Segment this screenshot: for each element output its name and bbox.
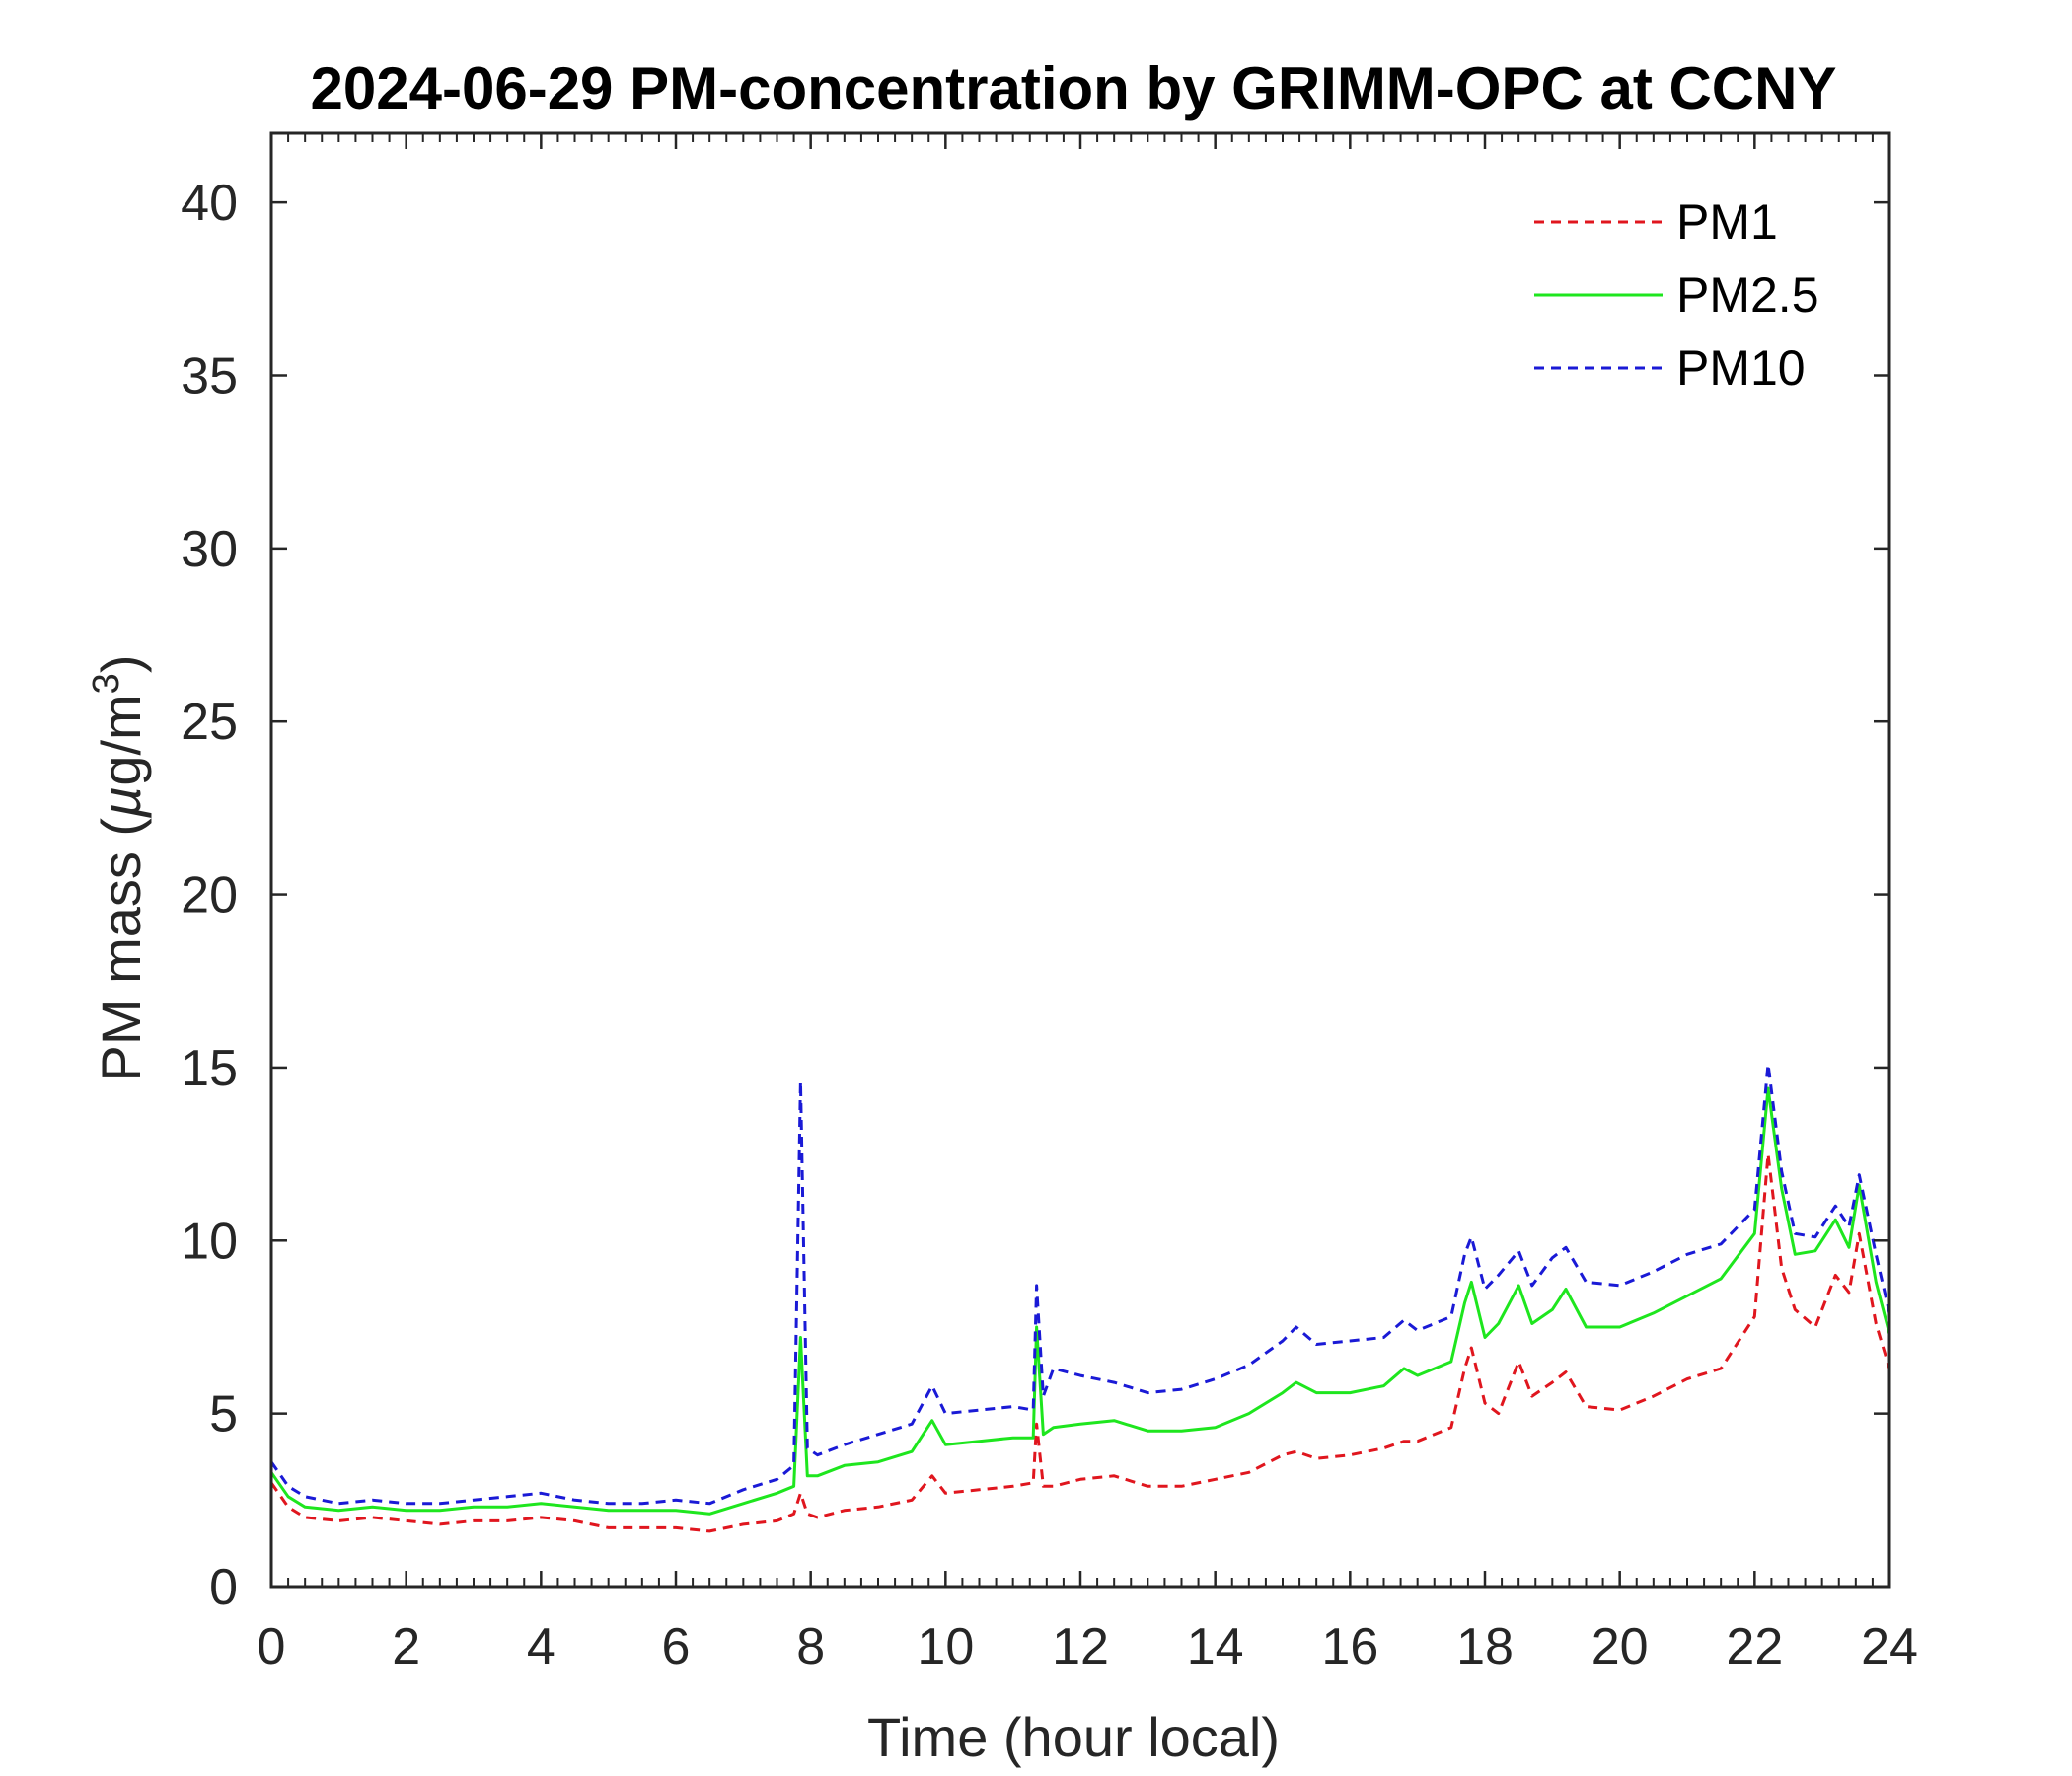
plot-frame (269, 131, 1891, 1589)
series-line-pm1 (271, 1152, 1889, 1533)
x-tick-label: 6 (662, 1618, 691, 1675)
x-tick-label: 14 (1187, 1618, 1244, 1675)
x-axis-label: Time (hour local) (867, 1706, 1280, 1768)
x-tick-label: 2 (392, 1618, 420, 1675)
series-line-pm2-5 (271, 1086, 1889, 1516)
y-axis-label-close: ) (90, 655, 152, 674)
legend-label: PM2.5 (1676, 267, 1819, 323)
y-tick-label: 40 (181, 175, 238, 232)
x-tick-label: 16 (1321, 1618, 1378, 1675)
y-axis-label: PM mass (µg/m3) (86, 655, 152, 1082)
x-tick-label: 10 (917, 1618, 974, 1675)
x-tick-label: 22 (1726, 1618, 1783, 1675)
y-tick-label: 35 (181, 348, 238, 406)
y-axis-label-main: PM mass ( (90, 818, 152, 1082)
x-tick-labels: 0 2 4 6 8 10 12 14 16 18 20 22 24 (258, 1618, 1918, 1675)
y-tick-label: 15 (181, 1040, 238, 1097)
chart-title: 2024-06-29 PM-concentration by GRIMM-OPC… (311, 55, 1837, 121)
legend: PM1 PM2.5 PM10 (1534, 194, 1819, 396)
x-tick-label: 12 (1052, 1618, 1109, 1675)
ticks-layer (269, 133, 1891, 1589)
x-tick-label: 4 (527, 1618, 555, 1675)
y-tick-label: 10 (181, 1213, 238, 1270)
y-axis-label-mu: µ (90, 786, 152, 819)
y-tick-label: 20 (181, 867, 238, 925)
y-tick-label: 30 (181, 521, 238, 578)
y-tick-label: 0 (209, 1559, 238, 1616)
series-line-pm10 (271, 1062, 1889, 1506)
x-tick-label: 8 (796, 1618, 825, 1675)
series-layer (271, 1062, 1889, 1533)
y-axis-label-unit: g/m (90, 694, 152, 785)
y-tick-label: 5 (209, 1386, 238, 1443)
x-tick-label: 0 (258, 1618, 286, 1675)
x-tick-label: 20 (1591, 1618, 1649, 1675)
legend-label: PM1 (1676, 194, 1778, 250)
x-tick-label: 24 (1861, 1618, 1918, 1675)
x-tick-label: 18 (1456, 1618, 1514, 1675)
y-tick-label: 25 (181, 694, 238, 751)
y-tick-labels: 0 5 10 15 20 25 30 35 40 (181, 175, 238, 1616)
y-axis-label-sup: 3 (86, 673, 127, 694)
legend-label: PM10 (1676, 340, 1806, 396)
